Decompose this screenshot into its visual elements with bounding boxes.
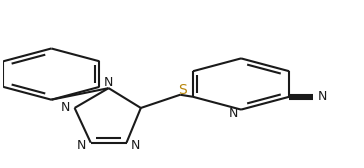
Text: N: N	[77, 139, 87, 152]
Text: N: N	[61, 101, 71, 114]
Text: N: N	[318, 90, 327, 103]
Text: N: N	[131, 139, 140, 152]
Text: S: S	[178, 83, 187, 97]
Text: N: N	[104, 76, 113, 89]
Text: N: N	[229, 107, 238, 120]
